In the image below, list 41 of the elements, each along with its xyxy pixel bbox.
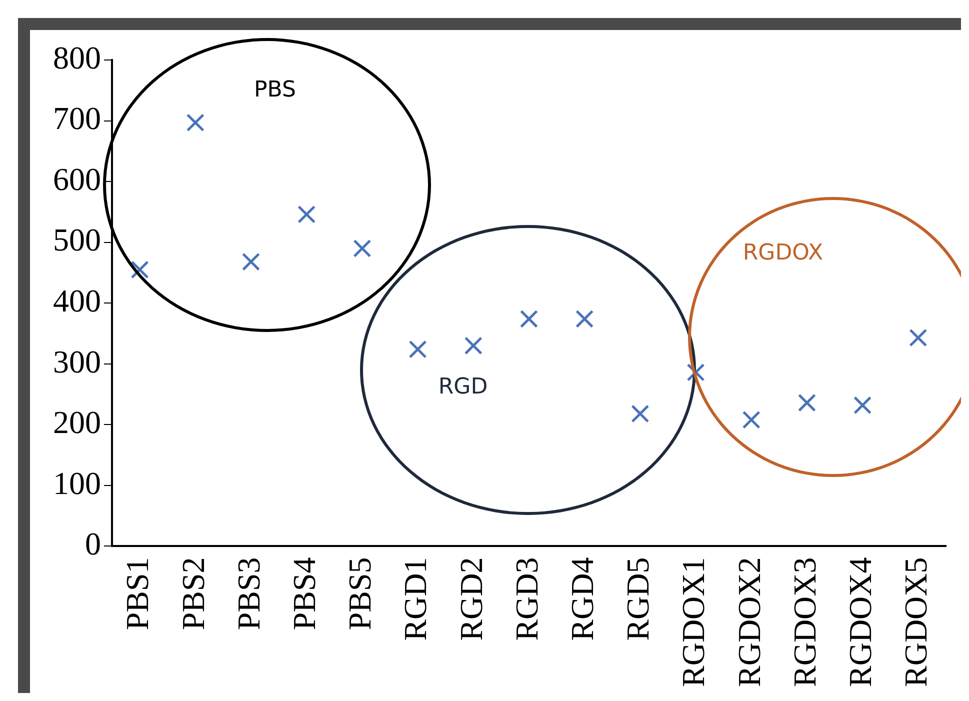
- y-tick-label: 700: [53, 100, 101, 136]
- x-tick-label: RGDOX1: [675, 557, 712, 687]
- x-tick-label: RGD3: [508, 557, 544, 641]
- y-tick-label: 600: [53, 160, 101, 197]
- point: [353, 239, 372, 258]
- y-tick-label: 800: [53, 39, 101, 76]
- y-tick-label: 100: [53, 464, 101, 501]
- x-tick-label: RGDOX4: [842, 557, 878, 687]
- x-tick-label: RGDOX2: [730, 557, 767, 687]
- point: [408, 340, 427, 358]
- point: [298, 205, 316, 224]
- point: [854, 396, 872, 414]
- x-tick-label: RGD4: [564, 557, 600, 641]
- x-tick-label: RGD2: [452, 557, 489, 641]
- annotation: PBS: [254, 78, 296, 103]
- y-tick-label: 200: [53, 404, 101, 440]
- x-tick-label: PBS5: [342, 557, 378, 630]
- annotation: RGDOX: [742, 240, 824, 266]
- point: [909, 328, 928, 347]
- x-tick-label: RGD1: [397, 557, 434, 641]
- point: [130, 260, 149, 279]
- point: [520, 310, 538, 328]
- x-tick-label: RGDOX5: [898, 557, 934, 687]
- y-tick-label: 500: [53, 222, 101, 258]
- point: [464, 336, 482, 355]
- x-tick-label: RGDOX3: [786, 557, 822, 687]
- point: [186, 114, 204, 132]
- point: [631, 404, 650, 423]
- point: [742, 410, 760, 429]
- x-tick-label: RGD5: [620, 557, 656, 641]
- point: [576, 310, 594, 328]
- x-tick-label: PBS4: [286, 557, 322, 630]
- point: [242, 252, 260, 271]
- x-tick-label: PBS3: [230, 557, 266, 630]
- y-tick-label: 300: [53, 343, 101, 380]
- point: [798, 394, 816, 412]
- x-tick-label: PBS2: [174, 557, 211, 630]
- y-tick-label: 400: [53, 282, 101, 319]
- y-tick-label: 0: [85, 526, 101, 562]
- annotation: RGD: [438, 374, 488, 400]
- x-tick-label: PBS1: [119, 557, 156, 630]
